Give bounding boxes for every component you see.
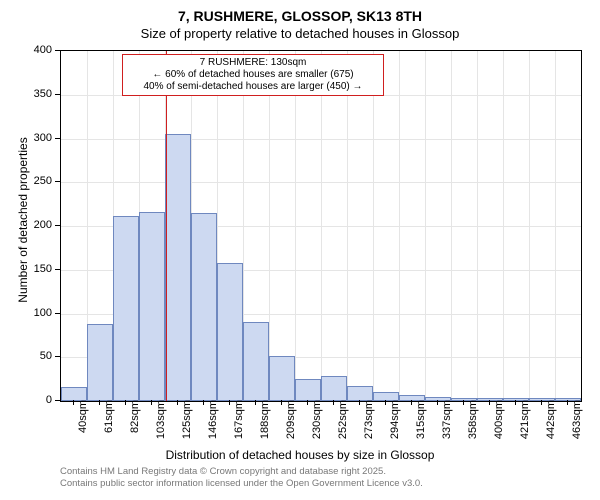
grid-line [295, 51, 296, 401]
y-tick-mark [55, 313, 60, 314]
x-tick-mark [515, 400, 516, 405]
annotation-line: ← 60% of detached houses are smaller (67… [127, 69, 379, 81]
reference-line [166, 51, 167, 401]
y-tick-label: 350 [24, 88, 52, 100]
histogram-bar [87, 324, 113, 401]
x-tick-mark [385, 400, 386, 405]
y-tick-mark [55, 181, 60, 182]
y-tick-label: 150 [24, 263, 52, 275]
grid-line [477, 51, 478, 401]
histogram-bar [61, 387, 87, 401]
x-tick-label: 358sqm [467, 400, 479, 444]
grid-line [321, 51, 322, 401]
x-tick-label: 463sqm [571, 400, 583, 444]
x-tick-mark [281, 400, 282, 405]
x-tick-label: 400sqm [493, 400, 505, 444]
histogram-bar [321, 376, 347, 401]
x-tick-label: 82sqm [129, 400, 141, 444]
x-tick-mark [463, 400, 464, 405]
x-tick-mark [255, 400, 256, 405]
x-tick-label: 146sqm [207, 400, 219, 444]
x-tick-label: 230sqm [311, 400, 323, 444]
y-tick-mark [55, 94, 60, 95]
grid-line [269, 51, 270, 401]
x-tick-mark [411, 400, 412, 405]
y-tick-label: 100 [24, 307, 52, 319]
y-tick-label: 50 [24, 350, 52, 362]
y-tick-label: 200 [24, 219, 52, 231]
annotation-callout: 7 RUSHMERE: 130sqm← 60% of detached hous… [122, 54, 384, 96]
x-tick-mark [177, 400, 178, 405]
histogram-bar [165, 134, 191, 401]
x-tick-label: 61sqm [103, 400, 115, 444]
x-tick-mark [203, 400, 204, 405]
grid-line [503, 51, 504, 401]
y-tick-label: 300 [24, 132, 52, 144]
histogram-bar [191, 213, 217, 401]
x-tick-label: 167sqm [233, 400, 245, 444]
x-tick-mark [567, 400, 568, 405]
x-tick-label: 294sqm [389, 400, 401, 444]
plot-area [60, 50, 582, 402]
y-tick-label: 250 [24, 175, 52, 187]
x-tick-label: 315sqm [415, 400, 427, 444]
chart-subtitle: Size of property relative to detached ho… [0, 26, 600, 41]
x-tick-label: 125sqm [181, 400, 193, 444]
x-tick-mark [359, 400, 360, 405]
histogram-bar [269, 356, 295, 402]
y-tick-label: 400 [24, 44, 52, 56]
x-tick-mark [73, 400, 74, 405]
x-tick-label: 337sqm [441, 400, 453, 444]
y-tick-label: 0 [24, 394, 52, 406]
y-tick-mark [55, 138, 60, 139]
y-tick-mark [55, 50, 60, 51]
x-tick-label: 421sqm [519, 400, 531, 444]
histogram-bar [113, 216, 139, 401]
x-tick-mark [489, 400, 490, 405]
x-tick-mark [437, 400, 438, 405]
y-tick-mark [55, 356, 60, 357]
x-tick-label: 188sqm [259, 400, 271, 444]
x-tick-mark [125, 400, 126, 405]
x-tick-mark [99, 400, 100, 405]
grid-line [347, 51, 348, 401]
x-tick-label: 252sqm [337, 400, 349, 444]
x-tick-mark [151, 400, 152, 405]
histogram-bar [243, 322, 269, 401]
y-tick-mark [55, 269, 60, 270]
y-tick-mark [55, 400, 60, 401]
annotation-line: 7 RUSHMERE: 130sqm [127, 57, 379, 69]
y-tick-mark [55, 225, 60, 226]
chart-title-address: 7, RUSHMERE, GLOSSOP, SK13 8TH [0, 8, 600, 24]
attribution-line1: Contains HM Land Registry data © Crown c… [60, 466, 423, 478]
x-tick-mark [333, 400, 334, 405]
histogram-bar [217, 263, 243, 401]
grid-line [529, 51, 530, 401]
annotation-line: 40% of semi-detached houses are larger (… [127, 81, 379, 93]
x-axis-label: Distribution of detached houses by size … [0, 448, 600, 462]
grid-line [373, 51, 374, 401]
x-tick-mark [229, 400, 230, 405]
histogram-bar [295, 379, 321, 401]
grid-line [425, 51, 426, 401]
attribution-line2: Contains public sector information licen… [60, 478, 423, 490]
x-tick-label: 442sqm [545, 400, 557, 444]
x-tick-label: 103sqm [155, 400, 167, 444]
grid-line [399, 51, 400, 401]
histogram-bar [347, 386, 373, 401]
grid-line [451, 51, 452, 401]
x-tick-mark [307, 400, 308, 405]
x-tick-label: 209sqm [285, 400, 297, 444]
property-size-chart: 7, RUSHMERE, GLOSSOP, SK13 8TH Size of p… [0, 0, 600, 500]
histogram-bar [139, 212, 165, 401]
attribution-text: Contains HM Land Registry data © Crown c… [60, 466, 423, 491]
x-tick-label: 273sqm [363, 400, 375, 444]
x-tick-mark [541, 400, 542, 405]
grid-line [555, 51, 556, 401]
x-tick-label: 40sqm [77, 400, 89, 444]
